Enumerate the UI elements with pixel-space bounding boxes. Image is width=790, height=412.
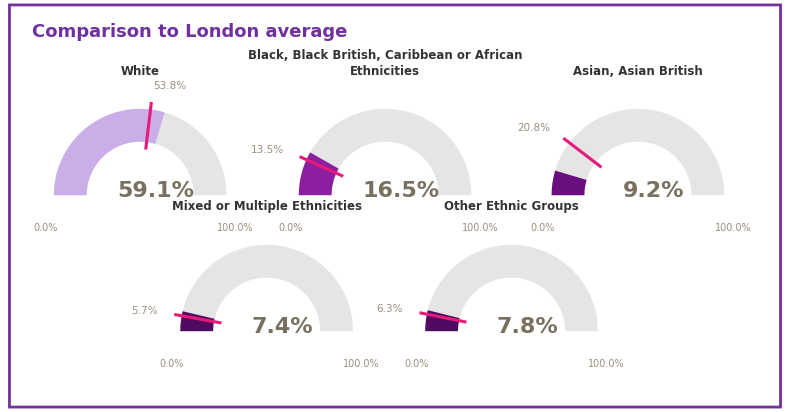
Text: 100.0%: 100.0% xyxy=(589,359,625,369)
Polygon shape xyxy=(425,245,598,331)
Polygon shape xyxy=(299,109,472,195)
Text: 5.7%: 5.7% xyxy=(131,307,158,316)
Polygon shape xyxy=(54,109,227,195)
Text: 6.3%: 6.3% xyxy=(377,304,403,314)
Polygon shape xyxy=(425,310,460,331)
Text: 9.2%: 9.2% xyxy=(623,181,684,201)
Title: Other Ethnic Groups: Other Ethnic Groups xyxy=(444,201,579,213)
Text: Comparison to London average: Comparison to London average xyxy=(32,23,347,41)
Text: 20.8%: 20.8% xyxy=(517,123,550,133)
Polygon shape xyxy=(551,109,724,195)
Title: White: White xyxy=(121,65,160,77)
Polygon shape xyxy=(551,171,587,195)
Text: 0.0%: 0.0% xyxy=(33,223,58,233)
Polygon shape xyxy=(180,311,215,331)
Title: Mixed or Multiple Ethnicities: Mixed or Multiple Ethnicities xyxy=(171,201,362,213)
Text: 16.5%: 16.5% xyxy=(362,181,439,201)
Text: 0.0%: 0.0% xyxy=(278,223,303,233)
Title: Asian, Asian British: Asian, Asian British xyxy=(573,65,703,77)
Text: 100.0%: 100.0% xyxy=(344,359,380,369)
Text: 53.8%: 53.8% xyxy=(153,80,186,91)
Text: 100.0%: 100.0% xyxy=(217,223,254,233)
Text: 59.1%: 59.1% xyxy=(117,181,194,201)
Text: 13.5%: 13.5% xyxy=(251,145,284,155)
Text: 100.0%: 100.0% xyxy=(462,223,498,233)
Text: 0.0%: 0.0% xyxy=(160,359,184,369)
Text: 100.0%: 100.0% xyxy=(715,223,751,233)
Polygon shape xyxy=(180,245,353,331)
Polygon shape xyxy=(54,109,164,195)
Text: 7.4%: 7.4% xyxy=(251,317,313,337)
Title: Black, Black British, Caribbean or African
Ethnicities: Black, Black British, Caribbean or Afric… xyxy=(248,49,522,77)
Text: 0.0%: 0.0% xyxy=(531,223,555,233)
Polygon shape xyxy=(299,152,339,195)
Text: 7.8%: 7.8% xyxy=(496,317,558,337)
Text: 0.0%: 0.0% xyxy=(404,359,429,369)
